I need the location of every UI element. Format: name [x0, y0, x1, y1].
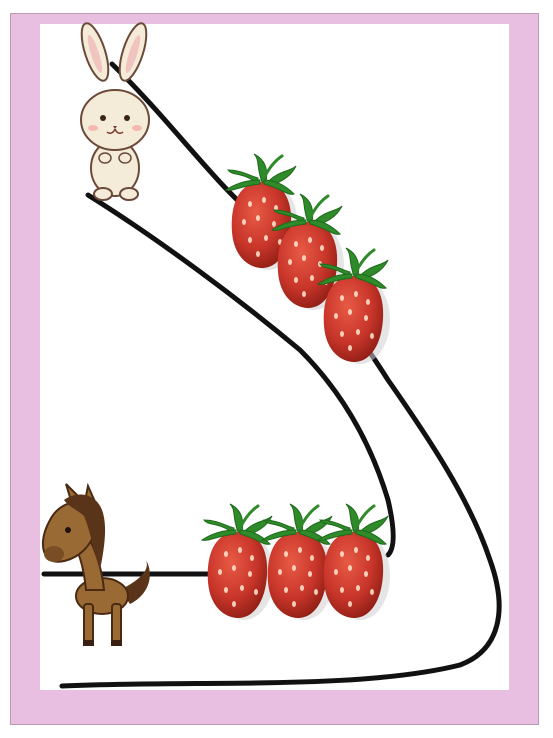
- upper-strawberries: [224, 152, 392, 366]
- rabbit-icon: [80, 22, 150, 201]
- lower-strawberries: [200, 502, 392, 622]
- strawberry: [316, 502, 392, 622]
- strawberry: [200, 502, 276, 622]
- strawberry: [316, 246, 392, 366]
- path-line-lower: [85, 192, 396, 558]
- horse-icon: [42, 482, 150, 646]
